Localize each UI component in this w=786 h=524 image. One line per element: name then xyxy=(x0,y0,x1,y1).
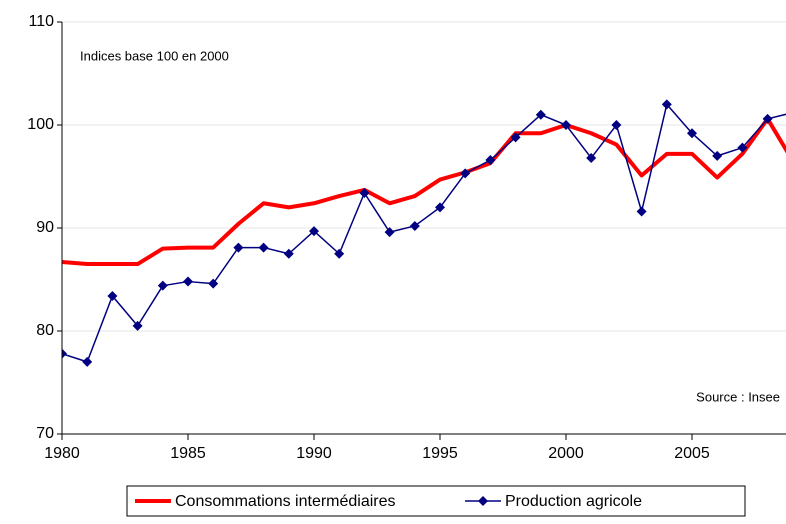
marker xyxy=(661,99,672,110)
marker xyxy=(435,202,446,213)
x-tick-label: 1990 xyxy=(296,445,332,462)
marker xyxy=(359,187,370,198)
legend-label: Production agricole xyxy=(505,493,642,510)
series-line xyxy=(62,103,786,363)
annotation: Indices base 100 en 2000 xyxy=(80,48,229,63)
marker xyxy=(258,242,269,253)
x-tick-label: 2005 xyxy=(674,445,710,462)
marker xyxy=(586,152,597,163)
marker xyxy=(561,120,572,130)
legend-swatch xyxy=(478,496,488,506)
marker xyxy=(132,320,143,331)
marker xyxy=(460,168,471,179)
marker xyxy=(62,348,67,359)
legend-label: Consommations intermédiaires xyxy=(175,493,396,510)
marker xyxy=(107,290,118,301)
legend xyxy=(126,485,746,517)
y-tick-label: 110 xyxy=(28,13,54,30)
y-tick-label: 70 xyxy=(36,425,54,442)
marker xyxy=(611,120,622,130)
marker xyxy=(712,150,723,161)
y-tick-label: 100 xyxy=(27,116,54,133)
marker xyxy=(283,248,294,259)
marker xyxy=(82,356,93,367)
marker xyxy=(510,132,521,143)
x-tick-label: 2000 xyxy=(548,445,584,462)
marker xyxy=(737,142,748,153)
x-tick-label: 1995 xyxy=(422,445,458,462)
marker xyxy=(485,155,496,166)
marker xyxy=(409,220,420,231)
annotation: Source : Insee xyxy=(696,389,780,404)
marker xyxy=(334,248,345,259)
marker xyxy=(384,227,395,238)
marker xyxy=(687,128,698,139)
marker xyxy=(208,278,219,289)
series-line xyxy=(62,116,786,267)
y-tick-label: 90 xyxy=(36,219,54,236)
marker xyxy=(157,280,168,291)
marker xyxy=(309,226,320,237)
y-tick-label: 80 xyxy=(36,322,54,339)
marker xyxy=(762,113,773,124)
marker xyxy=(535,109,546,120)
marker xyxy=(183,276,194,287)
marker xyxy=(636,206,647,217)
x-tick-label: 1985 xyxy=(170,445,206,462)
marker xyxy=(233,242,244,253)
x-tick-label: 1980 xyxy=(44,445,80,462)
